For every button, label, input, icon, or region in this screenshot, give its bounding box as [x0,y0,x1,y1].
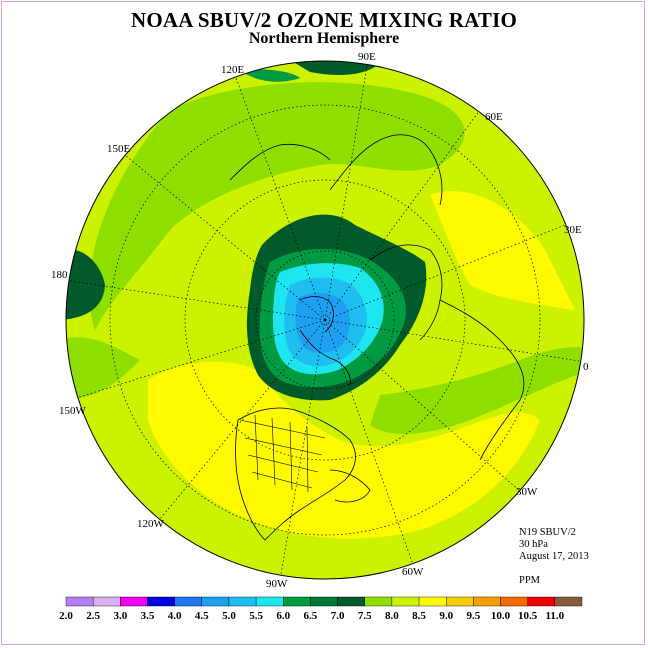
coast-scandinavia [369,244,443,341]
colorbar-tick-label: 2.0 [59,610,73,622]
colorbar-swatch [446,596,474,607]
coast-arctic-islands [299,296,334,333]
latitude-circle-30 [109,104,541,536]
lon-label-120w: 120W [137,518,165,530]
field-edge-north-band [240,69,300,82]
lon-label-120e: 120E [221,64,245,76]
lon-label-30w: 30W [516,486,538,498]
meridian-150w [69,319,326,401]
field-zone-7-0-west [66,337,140,400]
field-zone-8-0-south [148,361,540,539]
coast-greenland [299,329,351,386]
graticule [66,61,584,579]
lon-label-60e: 60E [485,111,503,123]
latitude-circle-50 [184,179,466,461]
colorbar-tick-label: 3.5 [141,610,155,622]
coast-far-east [229,143,331,181]
colorbar-tick-label: 6.5 [304,610,318,622]
lon-label-30e: 30E [564,224,582,236]
colorbar-swatch [255,596,284,607]
colorbar: 2.0 2.5 3.0 3.5 4.0 4.5 5.0 5.5 6.0 6.5 7.0 7.5 8.0 8… [59,596,583,622]
colorbar-swatch [554,596,583,607]
field-zone-7-0 [89,82,465,330]
info-date: August 17, 2013 [519,551,589,562]
colorbar-tick-label: 10.5 [518,610,538,622]
colorbar-tick-label: 3.0 [113,610,127,622]
colorbar-tick-label: 5.5 [249,610,263,622]
colorbar-swatch [228,596,257,607]
colorbar-swatch [147,596,175,607]
colorbar-tick-label: 2.5 [86,610,100,622]
coast-caribbean [329,469,371,503]
info-units: PPM [519,575,541,586]
meridians [66,61,584,579]
colorbar-swatch [283,596,311,607]
meridian-30e [324,224,566,321]
colorbar-swatch [174,596,202,607]
colorbar-swatch [92,596,121,607]
info-level: 30 hPa [519,539,548,550]
colorbar-swatch [527,596,556,607]
field-edge-north [290,61,380,75]
colorbar-swatch [65,596,94,607]
colorbar-tick-label: 4.5 [195,610,209,622]
colorbar-tick-label: 7.5 [358,610,372,622]
colorbar-swatch [418,596,447,607]
colorbar-tick-label: 7.0 [331,610,345,622]
colorbar-tick-label: 9.5 [466,610,480,622]
meridian-30w [324,319,531,501]
colorbar-tick-label: 9.0 [439,610,453,622]
meridian-150e [124,154,326,321]
info-satellite: N19 SBUV/2 [519,527,576,538]
colorbar-swatch [364,596,393,607]
longitude-labels: 90E 60E 30E 0 30W 60W 90W 120W 150W 180 … [51,51,589,590]
globe-outline [65,60,585,580]
colorbar-tick-label: 10.0 [491,610,511,622]
lon-label-0: 0 [583,361,589,373]
meridian-120w [154,319,326,526]
colorbar-tick-label: 8.5 [412,610,426,622]
colorbar-swatch [391,596,420,607]
coastlines [229,134,525,541]
colorbar-tick-label: 5.0 [222,610,236,622]
meridian-60w [324,319,416,571]
latitude-circle-70 [255,250,395,390]
colorbar-swatch [500,596,528,607]
lon-label-150w: 150W [59,405,87,417]
lon-label-90e: 90E [358,51,376,63]
colorbar-tick-label: 4.0 [168,610,182,622]
colorbar-swatch [310,596,338,607]
ozone-field [66,61,584,579]
colorbar-swatch [337,596,365,607]
colorbar-swatch [120,596,148,607]
colorbar-swatch [201,596,230,607]
coast-north-america-east [235,407,356,541]
field-zone-7-0-east [370,347,584,434]
map-subtitle: Northern Hemisphere [248,30,400,47]
lon-label-180: 180 [51,269,68,281]
lon-label-150e: 150E [107,143,131,155]
field-zone-4-5 [295,292,350,353]
map-title: NOAA SBUV/2 OZONE MIXING RATIO [131,8,517,32]
us-states [239,414,326,493]
us-state-lines-v [254,414,309,493]
colorbar-tick-label: 8.0 [385,610,399,622]
field-zone-8-0-europe [430,191,575,310]
colorbar-tick-label: 11.0 [546,610,565,622]
lon-label-90w: 90W [266,578,288,590]
colorbar-tick-label: 6.0 [276,610,290,622]
coast-siberia [329,134,443,206]
lon-label-60w: 60W [402,566,424,578]
us-state-lines-h [239,419,326,489]
colorbar-swatch [473,596,501,607]
coast-europe [439,299,525,461]
